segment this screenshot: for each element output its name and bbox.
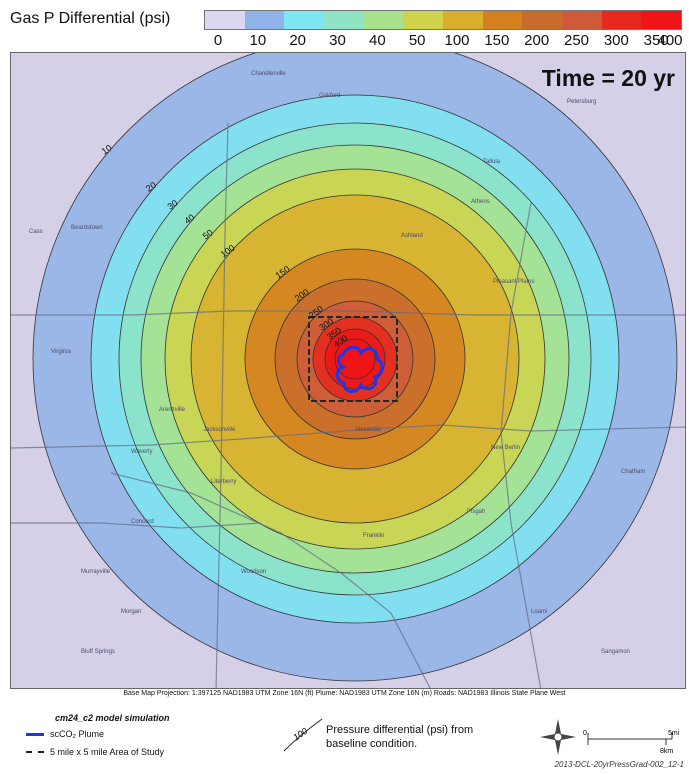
place-label: Bluff Springs xyxy=(81,649,115,655)
colorbar-swatch-7 xyxy=(482,11,523,29)
colorbar-ticks: 0 10 20 30 40 50 100 150 200 250 300 350 400 xyxy=(204,32,683,52)
scale-zero: 0 xyxy=(583,730,587,737)
legend: cm24_c2 model simulation scCO₂ Plume 5 m… xyxy=(10,703,686,771)
map-svg: Chandlerville Petersburg Oakford Tallula Ath… xyxy=(11,53,685,688)
contour-label-10: 10 xyxy=(100,143,114,157)
pressure-map[interactable]: Chandlerville Petersburg Oakford Tallula Ath… xyxy=(10,52,686,689)
roads xyxy=(11,122,685,688)
area-of-study-box xyxy=(308,316,398,402)
colorbar-swatch-8 xyxy=(522,11,563,29)
plume-outline xyxy=(335,345,384,393)
interstate-road xyxy=(11,424,685,449)
colorbar-tick-100: 100 xyxy=(444,32,470,49)
legend-area-row: 5 mile x 5 mile Area of Study xyxy=(26,747,164,757)
place-label: Loami xyxy=(531,609,547,615)
place-label: Beardstown xyxy=(71,225,103,231)
colorbar-tick-200: 200 xyxy=(524,32,550,49)
colorbar-swatch-4 xyxy=(363,11,404,29)
colorbar-tick-350: 350 xyxy=(643,32,669,49)
road-east-west xyxy=(11,310,685,316)
contour-label-30: 30 xyxy=(166,198,180,212)
place-label: Alexander xyxy=(355,427,382,433)
dashed-line-icon xyxy=(26,751,44,753)
projection-note: Base Map Projection: 1:397125 NAD1983 UT… xyxy=(0,690,689,702)
colorbar-swatch-0 xyxy=(205,11,245,29)
legend-plume-label: scCO₂ Plume xyxy=(50,729,105,739)
colorbar-swatch-1 xyxy=(244,11,285,29)
colorbar-tick-300: 300 xyxy=(603,32,629,49)
place-label: Literberry xyxy=(211,479,236,485)
contour-example-icon: 100 xyxy=(283,718,323,752)
legend-plume-row: scCO₂ Plume xyxy=(26,729,104,739)
scale-bar: 0 5mi 8km xyxy=(583,730,680,755)
place-label: Athens xyxy=(471,199,490,205)
place-label: Jacksonville xyxy=(203,427,236,433)
colorbar-swatch-5 xyxy=(403,11,444,29)
colorbar-tick-400: 400 xyxy=(657,32,683,49)
place-label: Chandlerville xyxy=(251,71,286,77)
colorbar-swatch-6 xyxy=(443,11,483,29)
place-label: Morgan xyxy=(121,609,141,615)
colorbar-swatch-3 xyxy=(324,11,364,29)
place-label: Ashland xyxy=(401,233,423,239)
place-label: Cass xyxy=(29,229,43,235)
compass-rose-icon xyxy=(540,719,576,755)
scale-miles: 5mi xyxy=(668,730,680,737)
colorbar-tick-40: 40 xyxy=(368,32,386,49)
contour-label-20: 20 xyxy=(144,180,158,194)
colorbar xyxy=(204,10,682,30)
road-southwest xyxy=(110,472,431,688)
legend-area-label: 5 mile x 5 mile Area of Study xyxy=(50,747,165,757)
place-label: New Berlin xyxy=(491,445,520,451)
colorbar-tick-20: 20 xyxy=(289,32,306,49)
scale-km: 8km xyxy=(660,748,673,755)
place-label: Woodson xyxy=(241,569,266,575)
place-label: Pisgah xyxy=(467,509,485,515)
figure-id: 2013-DCL-20yrPressGrad-002_12-1 xyxy=(554,760,684,769)
road-north-south xyxy=(215,122,229,688)
contour-label-50: 50 xyxy=(201,227,215,241)
legend-title: cm24_c2 model simulation xyxy=(55,713,170,723)
road-east-curve xyxy=(500,202,542,688)
place-label: Concord xyxy=(131,519,154,525)
colorbar-swatch-10 xyxy=(601,11,642,29)
road-west xyxy=(11,522,262,529)
place-label: Oakford xyxy=(319,93,340,99)
place-label: Murrayville xyxy=(81,569,111,575)
place-label: Sangamon xyxy=(601,649,630,655)
colorbar-swatch-9 xyxy=(562,11,602,29)
colorbar-tick-10: 10 xyxy=(249,32,267,49)
contour-desc-line-2: baseline condition. xyxy=(326,738,418,750)
plume-line-icon xyxy=(26,732,44,736)
place-label: Petersburg xyxy=(567,99,596,105)
pressure-contours xyxy=(32,53,678,682)
colorbar-tick-150: 150 xyxy=(484,32,510,49)
place-label: Tallula xyxy=(483,159,501,165)
colorbar-title: Gas P Differential (psi) xyxy=(10,10,171,27)
time-label: Time = 20 yr xyxy=(541,65,675,91)
colorbar-swatch-2 xyxy=(284,11,325,29)
place-label: Arenzville xyxy=(159,407,186,413)
contour-label-40: 40 xyxy=(182,212,196,226)
colorbar-tick-0: 0 xyxy=(213,32,223,49)
place-labels: Chandlerville Petersburg Oakford Tallula Ath… xyxy=(29,71,645,655)
colorbar-tick-50: 50 xyxy=(408,32,426,49)
colorbar-tick-250: 250 xyxy=(563,32,590,49)
place-label: Franklin xyxy=(363,533,384,539)
colorbar-swatch-11 xyxy=(641,11,682,29)
contour-example-label: 100 xyxy=(291,726,309,743)
place-label: Chatham xyxy=(621,469,645,475)
contour-desc-line-1: Pressure differential (psi) from xyxy=(326,724,474,736)
colorbar-tick-30: 30 xyxy=(329,32,346,49)
place-label: Waverly xyxy=(131,449,152,455)
place-label: Virginia xyxy=(51,349,72,355)
place-label: Pleasant Plains xyxy=(493,279,534,285)
contour-description: Pressure differential (psi) from baselin… xyxy=(326,723,473,751)
